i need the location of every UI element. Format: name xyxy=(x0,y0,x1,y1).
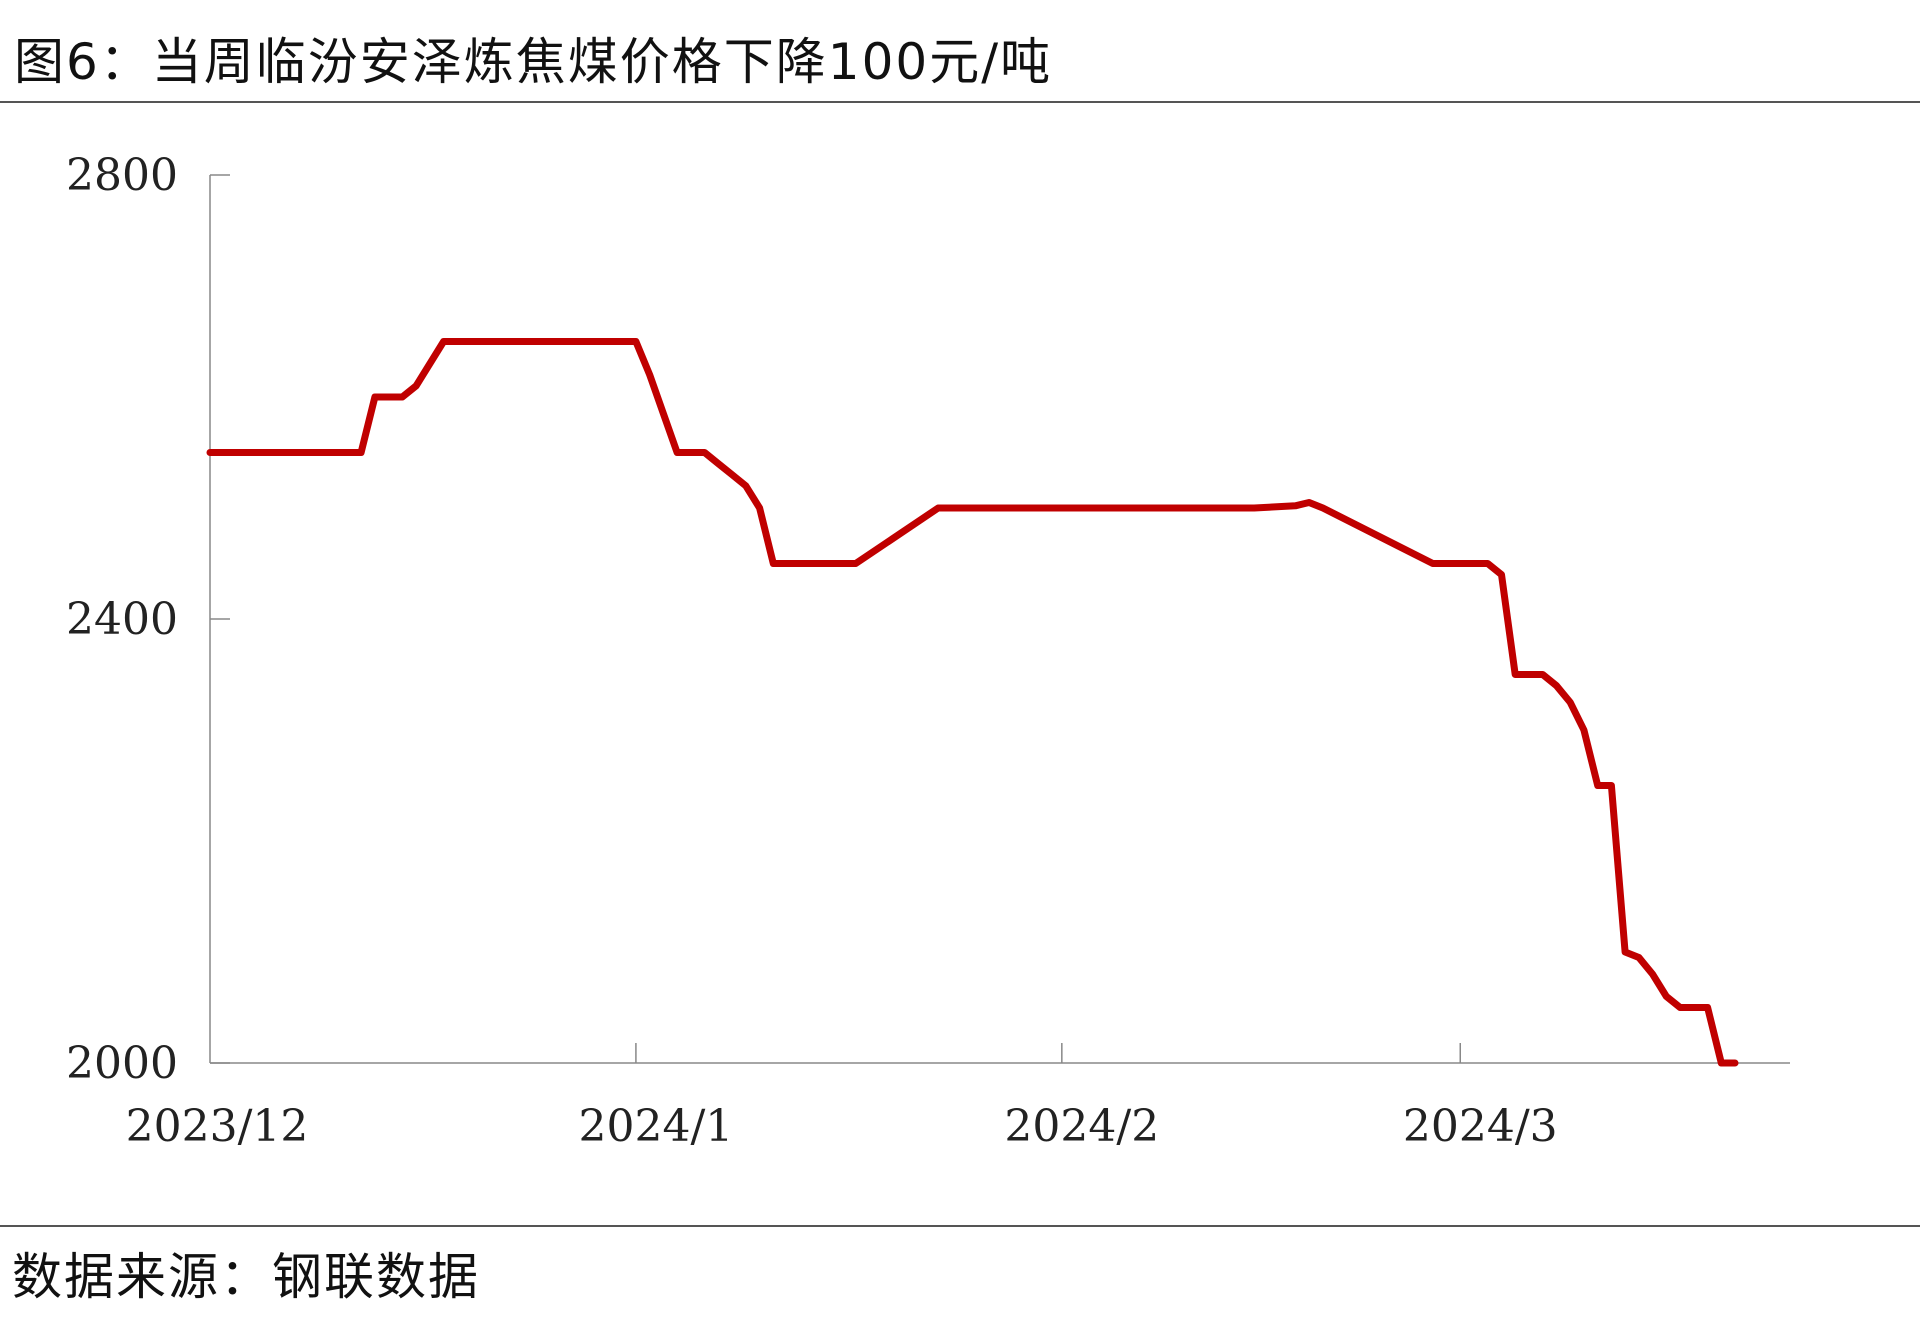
line-chart: 2000 2400 2800 2023/12 2024/1 2024/2 2024/3 xyxy=(66,150,1790,1152)
x-tick-label: 2024/2 xyxy=(1004,1101,1159,1152)
bottom-divider xyxy=(0,1225,1920,1227)
chart-ticks: 2000 2400 2800 2023/12 2024/1 2024/2 2024/3 xyxy=(66,150,1558,1152)
data-source: 数据来源：钢联数据 xyxy=(12,1248,480,1306)
x-tick-label: 2023/12 xyxy=(126,1101,309,1152)
series-line xyxy=(206,338,1739,1067)
chart-axes xyxy=(209,175,1790,1064)
y-tick-label: 2400 xyxy=(66,594,178,645)
chart-title: 图6：当周临汾安泽炼焦煤价格下降100元/吨 xyxy=(14,33,1053,91)
x-tick-label: 2024/3 xyxy=(1403,1101,1558,1152)
y-tick-label: 2800 xyxy=(66,150,178,201)
x-tick-label: 2024/1 xyxy=(579,1101,734,1152)
y-tick-label: 2000 xyxy=(66,1038,178,1089)
top-divider xyxy=(0,101,1920,103)
chart-series xyxy=(206,338,1739,1067)
